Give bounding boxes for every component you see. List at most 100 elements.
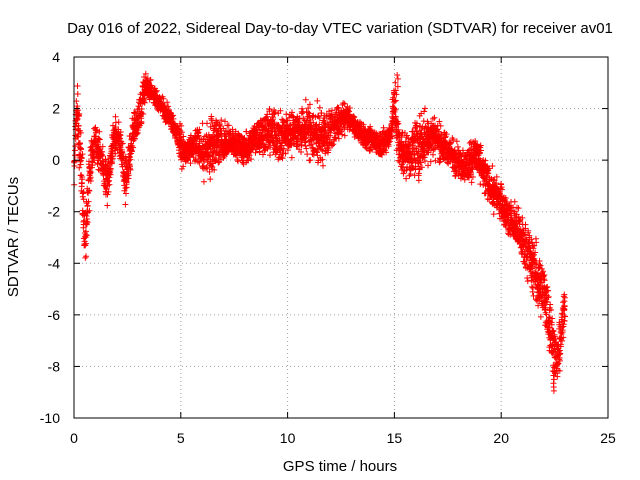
data-point <box>207 123 214 130</box>
data-point <box>95 157 102 164</box>
x-axis-label: GPS time / hours <box>283 458 397 475</box>
data-point <box>477 181 484 188</box>
data-point <box>79 190 86 197</box>
data-point <box>204 165 211 172</box>
data-point <box>307 157 314 164</box>
data-point <box>222 118 229 125</box>
y-tick-label: -10 <box>40 410 60 426</box>
data-point <box>85 198 92 205</box>
data-point <box>218 117 225 124</box>
data-point <box>490 211 497 218</box>
data-point <box>314 97 321 104</box>
y-tick-label: -4 <box>48 255 61 271</box>
x-tick-label: 15 <box>387 430 403 446</box>
data-point <box>195 132 202 139</box>
data-point <box>196 159 203 166</box>
data-point <box>104 202 111 209</box>
y-tick-label: -6 <box>48 307 61 323</box>
data-point <box>125 157 132 164</box>
data-point <box>108 159 115 166</box>
data-point <box>303 145 310 152</box>
data-point <box>133 131 140 138</box>
data-point <box>304 151 311 158</box>
data-point <box>425 162 432 169</box>
chart-title: Day 016 of 2022, Sidereal Day-to-day VTE… <box>67 20 613 37</box>
data-point <box>134 129 141 136</box>
data-point <box>127 166 134 173</box>
data-point <box>105 188 112 195</box>
data-point <box>119 140 126 147</box>
data-point <box>74 116 81 123</box>
x-tick-label: 5 <box>177 430 185 446</box>
data-point <box>127 156 134 163</box>
data-point <box>194 158 201 165</box>
data-point <box>203 120 210 127</box>
data-point <box>235 158 242 165</box>
data-point <box>550 387 557 394</box>
data-point <box>206 168 213 175</box>
data-point <box>142 70 149 77</box>
data-point <box>453 138 460 145</box>
data-point <box>211 166 218 173</box>
data-point <box>117 129 124 136</box>
data-point <box>98 148 105 155</box>
data-point <box>427 158 434 165</box>
data-point <box>76 110 83 117</box>
data-point <box>139 96 146 103</box>
x-tick-label: 20 <box>493 430 509 446</box>
data-points <box>71 70 569 394</box>
data-point <box>95 135 102 142</box>
y-tick-label: 0 <box>52 152 60 168</box>
data-point <box>84 219 91 226</box>
data-point <box>77 145 84 152</box>
data-point <box>178 122 185 129</box>
data-point <box>128 148 135 155</box>
data-point <box>178 129 185 136</box>
data-point <box>138 118 145 125</box>
data-point <box>119 148 126 155</box>
data-point <box>153 87 160 94</box>
x-tick-label: 25 <box>600 430 616 446</box>
data-point <box>454 143 461 150</box>
data-point <box>299 105 306 112</box>
data-point <box>103 185 110 192</box>
data-point <box>415 177 422 184</box>
data-point <box>437 122 444 129</box>
data-point <box>209 119 216 126</box>
data-point <box>187 160 194 167</box>
data-point <box>511 198 518 205</box>
data-point <box>109 155 116 162</box>
data-point <box>75 112 82 119</box>
data-point <box>164 99 171 106</box>
data-point <box>76 164 83 171</box>
data-point <box>87 177 94 184</box>
data-point <box>95 144 102 151</box>
data-point <box>431 114 438 121</box>
data-point <box>71 163 78 170</box>
data-point <box>86 187 93 194</box>
data-point <box>140 110 147 117</box>
data-point <box>74 115 81 122</box>
data-point <box>288 154 295 161</box>
y-axis-label: SDTVAR / TECUs <box>5 177 22 297</box>
data-point <box>79 151 86 158</box>
data-point <box>122 190 129 197</box>
data-point <box>196 126 203 133</box>
data-point <box>104 191 111 198</box>
data-point <box>498 180 505 187</box>
data-point <box>180 133 187 140</box>
data-point <box>225 122 232 129</box>
data-point <box>107 165 114 172</box>
y-tick-label: -8 <box>48 358 61 374</box>
y-tick-label: -2 <box>48 204 61 220</box>
data-point <box>74 82 81 89</box>
y-tick-label: 2 <box>52 101 60 117</box>
data-point <box>99 143 106 150</box>
data-point <box>115 119 122 126</box>
data-point <box>522 221 529 228</box>
data-point <box>80 224 87 231</box>
data-point <box>106 181 113 188</box>
data-point <box>112 150 119 157</box>
data-point <box>551 376 558 383</box>
data-point <box>208 113 215 120</box>
